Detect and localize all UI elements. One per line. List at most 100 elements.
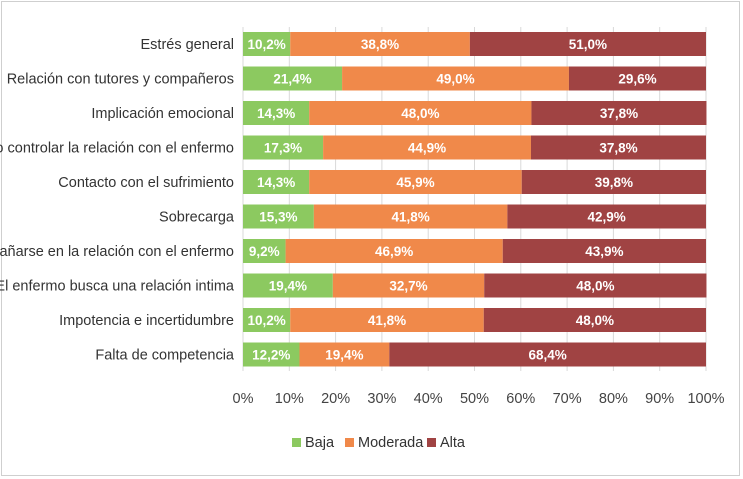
bar-segment-baja [243,239,286,263]
category-label: Contacto con el sufrimiento [58,175,234,191]
data-label: 17,3% [264,141,302,156]
data-label: 10,2% [247,37,285,52]
bar-segment-baja [243,308,291,332]
category-label: Relación con tutores y compañeros [7,72,234,88]
bar-segment-alta [483,308,706,332]
bar-segment-moderada [290,308,484,332]
legend-swatch [427,438,436,447]
category-label: Impotencia e incertidumbre [59,313,234,329]
legend-label: Moderada [358,435,424,451]
bar-row: 10,2% 41,8% 48,0% [243,308,706,332]
bar-segment-moderada [342,66,569,91]
legend-item-baja: Baja [292,435,335,451]
legend-item-moderada: Moderada [345,435,424,451]
bar-segment-moderada [290,32,470,56]
x-tick-label: 10% [275,391,304,407]
bar-segment-moderada [309,170,522,194]
legend-label: Alta [440,435,466,451]
data-label: 42,9% [588,210,626,225]
bar-segment-baja [243,342,300,367]
bar-segment-alta [484,273,707,298]
x-tick-label: 50% [460,391,489,407]
data-label: 46,9% [375,244,413,259]
legend-item-alta: Alta [427,435,466,451]
category-label: Estrés general [141,37,235,53]
bar-row: 9,2% 46,9% 43,9% [243,239,706,263]
data-label: 38,8% [361,37,399,52]
data-label: 21,4% [273,72,311,87]
legend: Baja Moderada Alta [292,435,466,451]
category-label: Implicación emocional [91,106,234,122]
bar-row: 19,4% 32,7% 48,0% [243,273,707,298]
data-label: 49,0% [436,72,474,87]
data-label: 37,8% [600,106,638,121]
legend-swatch [345,438,354,447]
bar-segment-baja [243,170,310,194]
bar-segment-baja [243,204,314,229]
bar-segment-baja [243,32,291,56]
category-label: Dañarse en la relación con el enfermo [0,244,234,260]
x-tick-label: 20% [321,391,350,407]
bar-segment-alta [469,32,706,56]
data-label: 19,4% [269,279,307,294]
data-label: 48,0% [401,106,439,121]
category-labels: Estrés general Relación con tutores y com… [0,37,235,364]
category-label: El enfermo busca una relación intima [0,279,235,295]
data-label: 12,2% [252,348,290,363]
x-tick-label: 80% [599,391,628,407]
data-label: 41,8% [391,210,429,225]
bar-row: 14,3% 48,0% 37,8% [243,101,707,125]
bar-segment-moderada [313,204,508,229]
bar-segment-alta [568,66,706,91]
bar-segment-alta [521,170,706,194]
bar-segment-moderada [299,342,390,367]
bar-segment-moderada [285,239,503,263]
data-label: 10,2% [247,313,285,328]
bar-row: 14,3% 45,9% 39,8% [243,170,706,194]
data-label: 68,4% [529,348,567,363]
x-tick-label: 70% [553,391,582,407]
x-tick-label: 40% [414,391,443,407]
data-label: 43,9% [585,244,623,259]
data-label: 9,2% [249,244,280,259]
bars-group: 10,2% 38,8% 51,0% 21,4% 49,0% 29,6% 14,3% 48,0%… [243,32,707,367]
bar-segment-alta [531,101,707,125]
x-tick-label: 90% [645,391,674,407]
bar-segment-baja [243,135,324,160]
data-label: 48,0% [576,279,614,294]
category-label: Falta de competencia [95,348,235,364]
bar-row: 21,4% 49,0% 29,6% [243,66,706,91]
bar-segment-moderada [332,273,485,298]
bar-segment-alta [502,239,706,263]
bar-segment-baja [243,66,343,91]
data-label: 37,8% [599,141,637,156]
category-label: Sobrecarga [159,210,235,226]
x-tick-label: 0% [233,391,254,407]
data-label: 41,8% [368,313,406,328]
bar-row: 15,3% 41,8% 42,9% [243,204,706,229]
bar-segment-baja [243,273,333,298]
bar-row: 17,3% 44,9% 37,8% [243,135,706,160]
data-label: 44,9% [408,141,446,156]
bar-row: 12,2% 19,4% 68,4% [243,342,706,367]
legend-swatch [292,438,301,447]
x-tick-label: 60% [506,391,535,407]
data-label: 19,4% [325,348,363,363]
data-label: 39,8% [595,175,633,190]
data-label: 15,3% [259,210,297,225]
data-label: 14,3% [257,175,295,190]
data-label: 32,7% [389,279,427,294]
data-label: 14,3% [257,106,295,121]
category-label: No controlar la relación con el enfermo [0,141,234,157]
bar-segment-alta [530,135,706,160]
bar-row: 10,2% 38,8% 51,0% [243,32,706,56]
x-tick-label: 30% [367,391,396,407]
legend-label: Baja [305,435,335,451]
bar-segment-alta [507,204,706,229]
bar-segment-baja [243,101,310,125]
bar-segment-moderada [309,101,532,125]
data-label: 45,9% [396,175,434,190]
data-label: 48,0% [576,313,614,328]
bar-segment-moderada [323,135,531,160]
